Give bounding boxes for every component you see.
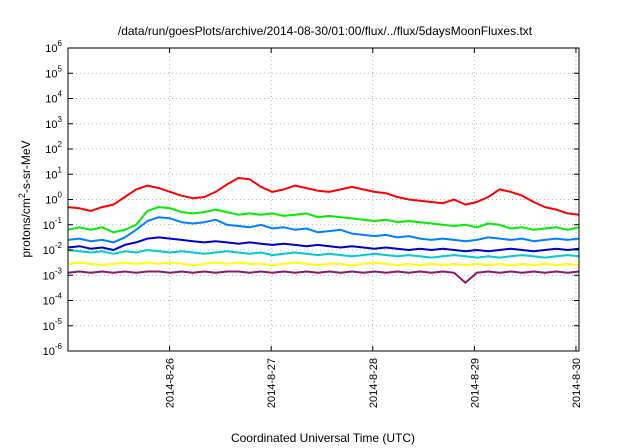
series-line bbox=[67, 236, 580, 253]
y-axis-label: protons/cm2-s-sr-MeV bbox=[17, 140, 33, 257]
x-tick-label: 2014-8-30 bbox=[571, 358, 583, 408]
series-line bbox=[67, 270, 580, 284]
y-tick-label: 100 bbox=[45, 191, 62, 207]
y-tick-label: 10-3 bbox=[43, 266, 63, 282]
x-tick-label: 2014-8-28 bbox=[368, 358, 380, 408]
y-tick-label: 106 bbox=[45, 39, 62, 55]
y-tick-label: 105 bbox=[45, 64, 62, 80]
y-tick-label: 10-2 bbox=[43, 241, 63, 257]
y-tick-label: 10-5 bbox=[43, 317, 63, 333]
x-axis-label: Coordinated Universal Time (UTC) bbox=[231, 431, 415, 445]
y-tick-label: 10-4 bbox=[43, 292, 63, 308]
x-tick-label: 2014-8-27 bbox=[266, 358, 278, 408]
y-tick-label: 10-6 bbox=[43, 342, 63, 358]
x-ticks: 2014-8-26 2014-8-27 2014-8-28 2014-8-29 2014… bbox=[165, 48, 583, 408]
chart-title: /data/run/goesPlots/archive/2014-08-30/0… bbox=[118, 24, 533, 38]
y-tick-label: 101 bbox=[45, 165, 62, 181]
y-tick-label: 104 bbox=[45, 90, 62, 106]
y-ticks: 10-6 10-5 10-4 10-3 10-2 10-1 100 101 102 103 104 1… bbox=[43, 39, 579, 358]
series-line bbox=[67, 216, 580, 244]
grid bbox=[68, 48, 579, 351]
y-tick-label: 103 bbox=[45, 115, 62, 131]
y-tick-label: 10-1 bbox=[43, 216, 63, 232]
series-line bbox=[67, 177, 580, 216]
series-line bbox=[67, 206, 580, 234]
x-tick-label: 2014-8-26 bbox=[165, 358, 177, 408]
series-line bbox=[67, 261, 580, 267]
series-line bbox=[67, 249, 580, 259]
y-tick-label: 102 bbox=[45, 140, 62, 156]
x-tick-label: 2014-8-29 bbox=[469, 358, 481, 408]
series-group bbox=[67, 177, 580, 284]
